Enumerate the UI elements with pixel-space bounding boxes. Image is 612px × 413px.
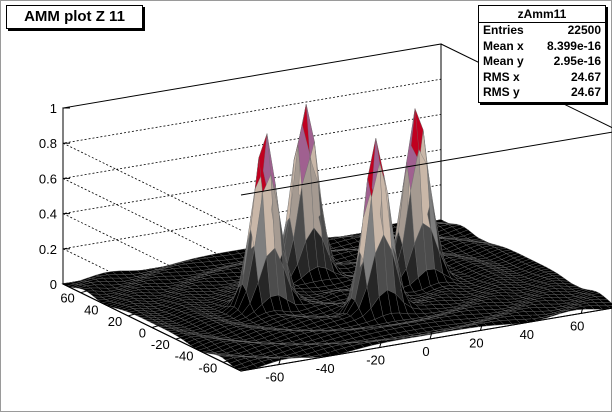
y-tick-label: -60	[198, 360, 217, 375]
z-tick-label: 0	[50, 277, 57, 292]
z-tick-label: 0.2	[39, 242, 57, 257]
y-tick-label: -40	[175, 349, 194, 364]
z-tick-label: 0.4	[39, 207, 57, 222]
stat-row-rms-y: RMS y 24.67	[479, 85, 605, 101]
stat-value: 2.95e-16	[554, 54, 601, 70]
z-tick-label: 0.8	[39, 136, 57, 151]
stat-value: 24.67	[571, 70, 601, 86]
y-tick-label: 20	[108, 314, 122, 329]
stat-label: Mean y	[483, 54, 524, 70]
y-tick-label: 60	[60, 291, 74, 306]
stat-row-mean-y: Mean y 2.95e-16	[479, 54, 605, 70]
y-tick-label: -20	[151, 337, 170, 352]
x-tick-label: 60	[570, 318, 584, 333]
x-tick-label: -60	[265, 370, 284, 385]
x-tick-label: -40	[316, 361, 335, 376]
stat-label: Mean x	[483, 39, 524, 55]
stat-label: RMS y	[483, 85, 520, 101]
stat-row-entries: Entries 22500	[479, 23, 605, 39]
stat-value: 8.399e-16	[547, 39, 601, 55]
x-tick-label: -20	[366, 353, 385, 368]
stats-box: zAmm11 Entries 22500 Mean x 8.399e-16 Me…	[478, 5, 606, 103]
y-tick-label: 40	[84, 302, 98, 317]
stats-title: zAmm11	[479, 6, 605, 23]
x-tick-label: 0	[422, 344, 429, 359]
stat-label: Entries	[483, 23, 524, 39]
stat-row-rms-x: RMS x 24.67	[479, 70, 605, 86]
stat-value: 22500	[568, 23, 601, 39]
x-tick-label: 20	[469, 335, 483, 350]
plot-title: AMM plot Z 11	[6, 5, 143, 29]
y-tick-label: 0	[139, 326, 146, 341]
stat-label: RMS x	[483, 70, 520, 86]
stat-value: 24.67	[571, 85, 601, 101]
x-tick-label: 40	[520, 327, 534, 342]
z-tick-label: 0.6	[39, 171, 57, 186]
z-tick-label: 1	[50, 101, 57, 116]
stat-row-mean-x: Mean x 8.399e-16	[479, 39, 605, 55]
